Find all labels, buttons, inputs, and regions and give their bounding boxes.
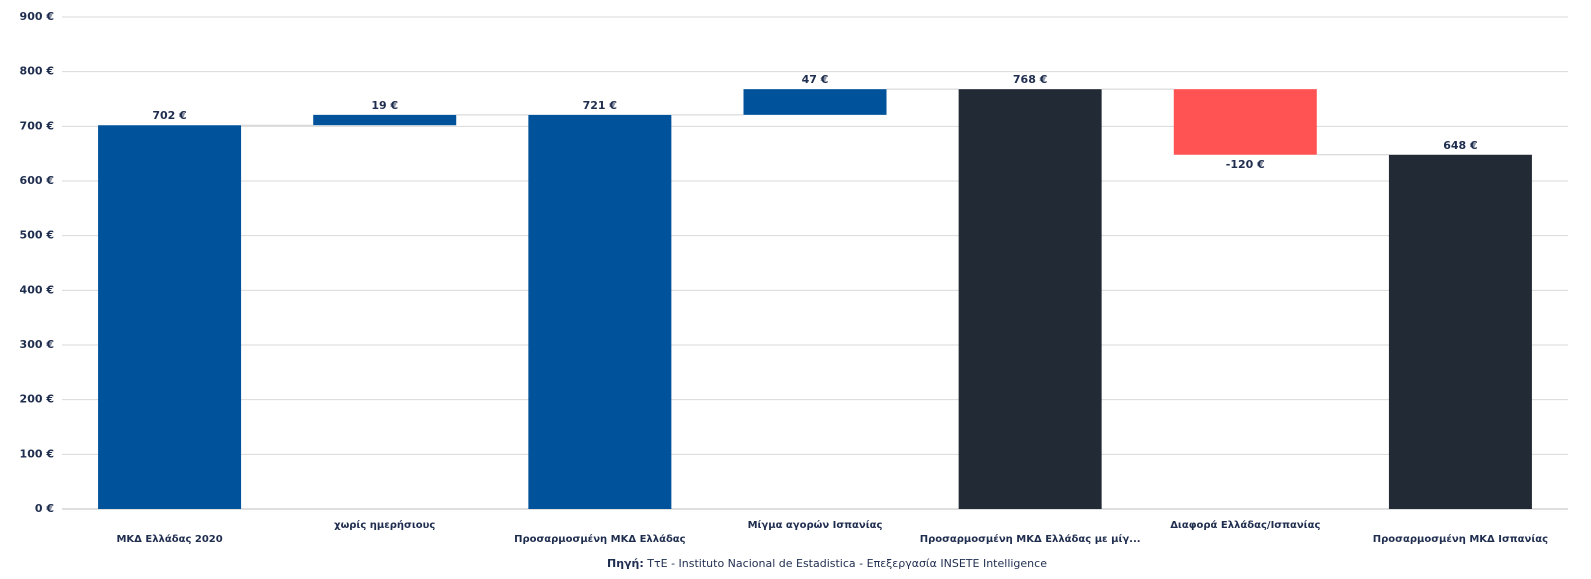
source: Πηγή: ΤτΕ - Instituto Nacional de Estadi… [607, 557, 1047, 570]
value-label: 768 € [1013, 73, 1047, 86]
value-label: 702 € [152, 109, 186, 122]
y-tick-label: 0 € [35, 502, 54, 515]
x-tick-label: χωρίς ημερήσιους [334, 519, 435, 531]
x-tick-label: ΜΚΔ Ελλάδας 2020 [116, 533, 222, 545]
bar [1388, 154, 1532, 509]
y-tick-label: 900 € [20, 10, 54, 23]
source-label: Πηγή: [607, 557, 644, 570]
x-tick-label: Προσαρμοσμένη ΜΚΔ Ελλάδας με μίγ... [920, 533, 1141, 545]
y-tick-label: 200 € [20, 393, 54, 406]
source-text: ΤτΕ - Instituto Nacional de Estadistica … [646, 557, 1047, 570]
bar [313, 114, 457, 126]
x-tick-label: Διαφορά Ελλάδας/Ισπανίας [1170, 519, 1320, 531]
y-tick-label: 400 € [20, 283, 54, 296]
value-label: 721 € [583, 99, 617, 112]
y-tick-label: 300 € [20, 338, 54, 351]
x-tick-label: Μίγμα αγορών Ισπανίας [748, 519, 883, 531]
value-label: 648 € [1443, 139, 1477, 152]
bar [958, 89, 1102, 509]
y-tick-label: 500 € [20, 229, 54, 242]
x-tick-label: Προσαρμοσμένη ΜΚΔ Ελλάδας [514, 533, 686, 545]
x-tick-label: Προσαρμοσμένη ΜΚΔ Ισπανίας [1373, 533, 1548, 545]
y-tick-label: 100 € [20, 447, 54, 460]
y-tick-label: 700 € [20, 119, 54, 132]
y-tick-label: 600 € [20, 174, 54, 187]
value-label: 47 € [802, 73, 829, 86]
value-label: -120 € [1226, 158, 1265, 171]
bar [98, 125, 242, 510]
bar [1173, 89, 1317, 155]
bar [743, 89, 887, 115]
bar [528, 114, 672, 509]
value-label: 19 € [371, 99, 398, 112]
y-tick-label: 800 € [20, 65, 54, 78]
